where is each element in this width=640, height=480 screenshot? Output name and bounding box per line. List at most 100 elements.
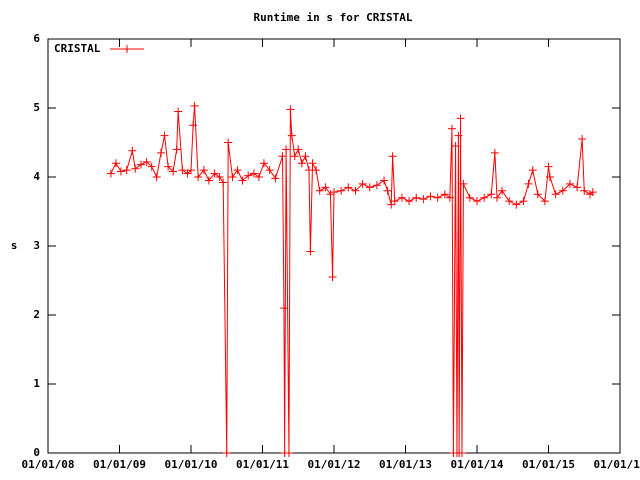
y-tick-label: 0 bbox=[33, 446, 40, 459]
x-tick-label: 01/01/12 bbox=[308, 458, 361, 471]
point bbox=[365, 183, 374, 192]
point bbox=[284, 449, 293, 457]
point bbox=[454, 131, 463, 140]
x-tick-label: 01/01/15 bbox=[522, 458, 575, 471]
point bbox=[189, 121, 198, 130]
point bbox=[131, 164, 140, 173]
point bbox=[136, 160, 145, 169]
point bbox=[388, 152, 397, 161]
point bbox=[387, 200, 396, 209]
point bbox=[498, 186, 507, 195]
point bbox=[330, 188, 338, 197]
point bbox=[459, 179, 468, 188]
point bbox=[578, 135, 587, 144]
point bbox=[372, 181, 381, 190]
point bbox=[194, 173, 203, 181]
point bbox=[473, 197, 481, 206]
y-axis-label: s bbox=[11, 239, 18, 252]
point bbox=[405, 197, 414, 206]
point bbox=[337, 186, 346, 195]
point bbox=[297, 159, 306, 168]
point bbox=[588, 188, 597, 197]
point bbox=[487, 190, 496, 199]
point bbox=[312, 166, 321, 175]
x-tick-label: 01/01/16 bbox=[594, 458, 640, 471]
point bbox=[490, 148, 499, 157]
x-tick-label: 01/01/14 bbox=[451, 458, 504, 471]
point bbox=[128, 146, 137, 155]
chart-title: Runtime in s for CRISTAL bbox=[254, 11, 413, 24]
point bbox=[249, 169, 258, 178]
point bbox=[533, 190, 542, 199]
point bbox=[204, 176, 213, 185]
x-tick-label: 01/01/13 bbox=[379, 458, 432, 471]
point bbox=[210, 169, 219, 178]
point bbox=[178, 166, 187, 175]
point bbox=[254, 173, 263, 181]
point bbox=[326, 190, 335, 199]
point bbox=[156, 148, 165, 157]
point bbox=[321, 183, 330, 192]
point bbox=[294, 145, 303, 154]
point bbox=[304, 166, 313, 175]
point bbox=[271, 174, 280, 183]
point bbox=[433, 193, 442, 202]
point bbox=[328, 273, 337, 282]
series-line bbox=[110, 105, 594, 454]
point bbox=[380, 176, 389, 185]
point bbox=[358, 179, 367, 188]
point bbox=[244, 171, 253, 180]
point bbox=[233, 166, 242, 175]
point bbox=[164, 162, 173, 171]
point bbox=[565, 179, 574, 188]
point bbox=[528, 166, 537, 175]
point bbox=[524, 179, 533, 188]
point bbox=[290, 152, 299, 161]
point bbox=[106, 169, 115, 178]
point bbox=[558, 186, 567, 195]
y-tick-label: 6 bbox=[33, 32, 40, 45]
point bbox=[480, 193, 489, 202]
y-tick-label: 4 bbox=[33, 170, 40, 183]
point bbox=[301, 152, 310, 161]
point bbox=[142, 157, 151, 166]
point bbox=[456, 114, 465, 123]
point bbox=[228, 173, 237, 181]
point bbox=[457, 449, 466, 457]
point bbox=[519, 197, 528, 206]
point bbox=[445, 193, 454, 202]
plot-frame bbox=[47, 38, 621, 454]
point bbox=[172, 145, 181, 154]
y-tick-label: 2 bbox=[33, 308, 40, 321]
point bbox=[224, 138, 233, 147]
x-tick-label: 01/01/09 bbox=[93, 458, 146, 471]
point bbox=[544, 162, 553, 171]
legend-label: CRISTAL bbox=[54, 42, 101, 55]
point bbox=[426, 192, 435, 201]
point bbox=[540, 197, 549, 206]
point bbox=[199, 166, 208, 175]
point bbox=[545, 173, 554, 181]
point bbox=[183, 169, 192, 178]
point bbox=[169, 167, 178, 176]
point bbox=[419, 195, 428, 204]
point bbox=[286, 105, 295, 114]
point bbox=[383, 186, 392, 195]
point bbox=[122, 166, 131, 175]
point bbox=[219, 178, 228, 187]
point bbox=[279, 304, 288, 313]
point bbox=[465, 193, 474, 202]
point bbox=[397, 193, 406, 202]
point bbox=[287, 131, 296, 140]
point bbox=[351, 186, 360, 195]
point bbox=[238, 176, 247, 185]
point bbox=[573, 183, 582, 192]
point bbox=[440, 190, 449, 199]
y-tick-label: 5 bbox=[33, 101, 40, 114]
point bbox=[222, 449, 231, 457]
x-tick-label: 01/01/08 bbox=[22, 458, 75, 471]
x-tick-label: 01/01/11 bbox=[236, 458, 289, 471]
point bbox=[160, 131, 169, 140]
point bbox=[215, 173, 224, 181]
